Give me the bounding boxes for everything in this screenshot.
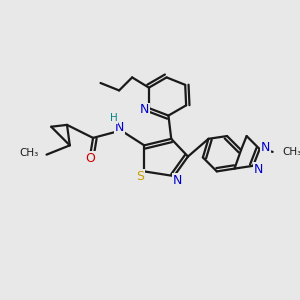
- Text: N: N: [254, 163, 263, 176]
- Text: O: O: [85, 152, 95, 165]
- Text: N: N: [114, 121, 124, 134]
- Text: H: H: [110, 113, 117, 123]
- Text: N: N: [173, 174, 182, 187]
- Text: N: N: [260, 141, 270, 154]
- Text: CH₃: CH₃: [282, 147, 300, 157]
- Text: S: S: [136, 169, 145, 183]
- Text: CH₃: CH₃: [20, 148, 39, 158]
- Text: N: N: [140, 103, 149, 116]
